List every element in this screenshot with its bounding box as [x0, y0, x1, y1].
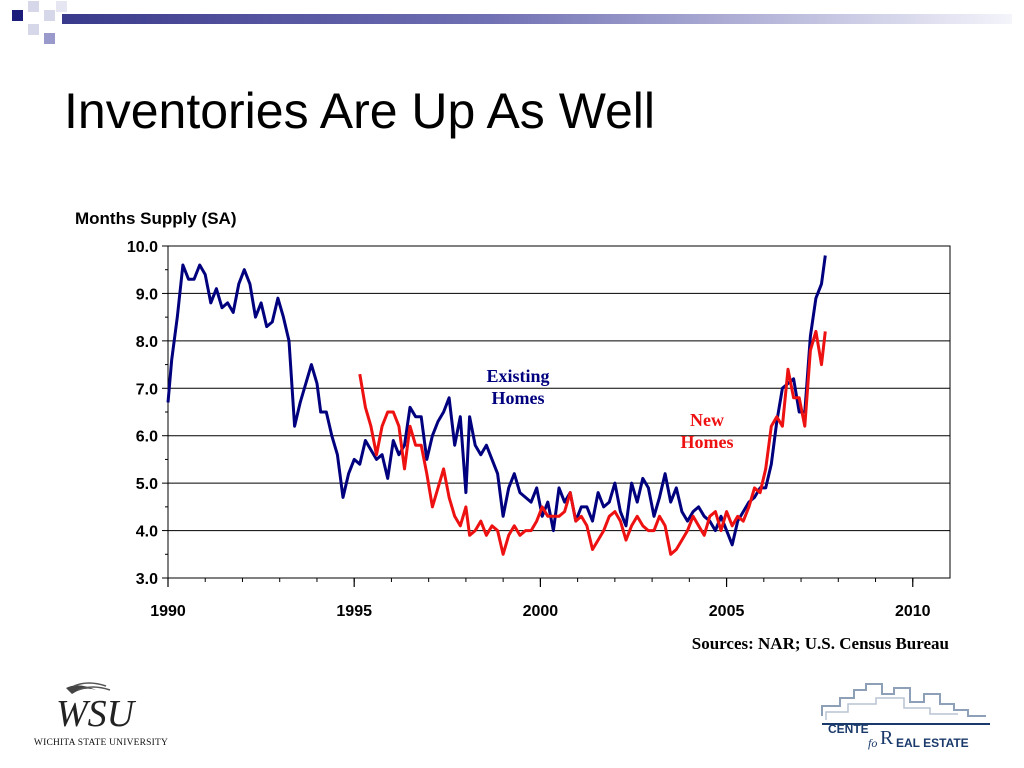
months-supply-chart: Months Supply (SA) 3.0 4.0 5.0 6.0 7.0 8.0 9.0… — [75, 209, 951, 620]
center-real-estate-logo: CENTE fo R EAL ESTATE — [818, 680, 998, 755]
annotation-new-homes: New Homes — [681, 410, 734, 452]
svg-text:WSU: WSU — [56, 693, 137, 735]
sources-note: Sources: NAR; U.S. Census Bureau — [691, 634, 949, 653]
x-tick-label-1: 1995 — [336, 603, 372, 620]
skyline-icon — [821, 683, 990, 725]
cre-big-r: R — [880, 727, 894, 749]
annotation-existing-homes: Existing Homes — [486, 366, 549, 408]
y-tick-label-2: 5.0 — [136, 476, 158, 493]
y-tick-label-6: 9.0 — [136, 286, 158, 303]
cre-line3: EAL ESTATE — [896, 736, 969, 750]
x-tick-label-3: 2005 — [709, 603, 745, 620]
cre-line1: CENTE — [828, 722, 869, 736]
series-line-new-homes — [358, 329, 827, 556]
plot-frame — [167, 245, 951, 579]
annotation-layer: Existing Homes New Homes — [486, 366, 733, 452]
grid-layer — [168, 245, 950, 579]
wsu-logo: WSU WICHITA STATE UNIVERSITY — [26, 680, 176, 755]
series-line-existing-homes — [166, 255, 827, 547]
x-tick-label-2: 2000 — [523, 603, 559, 620]
y-tick-label-1: 4.0 — [136, 524, 158, 541]
y-tick-label-0: 3.0 — [136, 571, 158, 588]
x-tick-label-0: 1990 — [150, 603, 186, 620]
series-layer — [166, 255, 827, 556]
y-tick-label-4: 7.0 — [136, 381, 158, 398]
x-tick-label-4: 2010 — [895, 603, 931, 620]
y-tick-label-5: 8.0 — [136, 334, 158, 351]
decorative-squares — [12, 1, 67, 44]
header-rule — [62, 14, 1012, 24]
y-axis-label: Months Supply (SA) — [75, 209, 236, 228]
wheat-seal-icon: WSU — [56, 682, 137, 735]
y-tick-label-7: 10.0 — [127, 239, 158, 256]
wsu-name: WICHITA STATE UNIVERSITY — [33, 738, 169, 748]
page-title: Inventories Are Up As Well — [64, 83, 656, 139]
cre-line2: fo — [868, 736, 878, 750]
axis-layer: 3.0 4.0 5.0 6.0 7.0 8.0 9.0 10.0 1990 1995 2000 200… — [127, 239, 951, 620]
y-tick-label-3: 6.0 — [136, 429, 158, 446]
